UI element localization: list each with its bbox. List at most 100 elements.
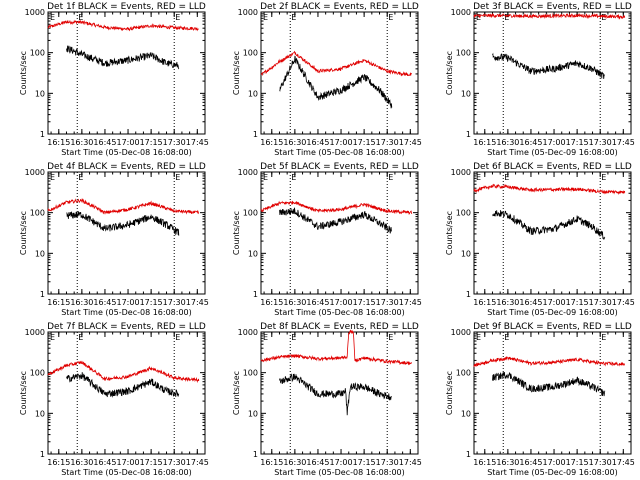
event-marker-label: E	[175, 333, 180, 342]
y-axis-label: Counts/sec	[445, 211, 454, 255]
lld-series-line	[473, 183, 626, 195]
panel-title: Det 7f BLACK = Events, RED = LLD	[47, 322, 206, 332]
y-tick-label: 1	[466, 290, 471, 299]
x-axis-label: Start Time (05-Dec-08 16:08:00)	[274, 148, 405, 157]
x-tick-label: 17:30	[376, 138, 399, 147]
x-tick-label: 16:15	[473, 138, 496, 147]
x-tick-label: 17:45	[399, 298, 422, 307]
y-tick-label: 1000	[451, 328, 471, 337]
events-series-line	[66, 372, 180, 398]
events-series-line	[279, 207, 392, 234]
y-axis-label: Counts/sec	[232, 211, 241, 255]
plot-frame	[473, 331, 632, 455]
plot-frame	[47, 331, 206, 455]
x-tick-label: 17:30	[163, 298, 186, 307]
y-tick-label: 10	[248, 249, 258, 258]
x-tick-label: 16:15	[260, 458, 283, 467]
x-axis-label: Start Time (05-Dec-08 16:08:00)	[61, 308, 192, 317]
x-tick-label: 17:15	[140, 138, 163, 147]
y-axis-label: Counts/sec	[445, 371, 454, 415]
x-tick-label: 17:15	[353, 458, 376, 467]
y-axis-label: Counts/sec	[19, 371, 28, 415]
events-series-line	[279, 55, 393, 109]
x-tick-label: 16:30	[283, 298, 306, 307]
x-tick-label: 17:00	[330, 458, 353, 467]
lld-series-line	[260, 329, 412, 366]
x-tick-label: 16:45	[519, 138, 542, 147]
y-axis-label: Counts/sec	[232, 371, 241, 415]
y-axis-label: Counts/sec	[19, 211, 28, 255]
panel-title: Det 8f BLACK = Events, RED = LLD	[260, 322, 419, 332]
x-tick-label: 17:30	[589, 138, 612, 147]
y-tick-label: 1	[253, 290, 258, 299]
event-marker-label: E	[504, 173, 509, 182]
x-tick-label: 16:15	[260, 298, 283, 307]
x-tick-label: 17:45	[399, 458, 422, 467]
x-tick-label: 17:00	[117, 458, 140, 467]
lld-series-line	[260, 50, 413, 77]
y-tick-label: 10	[35, 409, 45, 418]
event-marker-label: E	[388, 333, 393, 342]
panel-title: Det 6f BLACK = Events, RED = LLD	[473, 162, 632, 172]
x-tick-label: 17:00	[117, 138, 140, 147]
x-tick-label: 16:15	[473, 458, 496, 467]
plot-frame	[260, 331, 419, 455]
x-axis-label: Start Time (05-Dec-08 16:08:00)	[274, 468, 405, 477]
y-tick-label: 10	[248, 89, 258, 98]
events-series-line	[492, 371, 606, 397]
event-marker-label: E	[504, 333, 509, 342]
plot-frame	[47, 11, 206, 135]
y-tick-label: 10	[35, 89, 45, 98]
x-tick-label: 17:00	[117, 298, 140, 307]
y-tick-label: 1	[253, 130, 258, 139]
x-axis-label: Start Time (05-Dec-08 16:08:00)	[61, 468, 192, 477]
y-tick-label: 1	[253, 450, 258, 459]
y-tick-label: 100	[30, 209, 45, 218]
event-marker-label: E	[78, 333, 83, 342]
event-marker-label: E	[291, 13, 296, 22]
panel-3: Det 3f BLACK = Events, RED = LLD 1 10 100 10…	[445, 2, 635, 157]
y-tick-label: 1	[466, 130, 471, 139]
event-marker-label: E	[388, 173, 393, 182]
panel-6: Det 6f BLACK = Events, RED = LLD 1 10 100 10…	[445, 162, 635, 317]
x-axis-label: Start Time (05-Dec-09 16:08:00)	[487, 468, 618, 477]
events-series-line	[492, 52, 606, 79]
y-tick-label: 100	[456, 49, 471, 58]
y-tick-label: 1	[40, 130, 45, 139]
corner-marker-label: E	[50, 13, 55, 22]
x-tick-label: 16:15	[47, 298, 70, 307]
x-tick-label: 16:30	[70, 298, 93, 307]
y-axis-label: Counts/sec	[445, 51, 454, 95]
lld-series-line	[47, 19, 199, 32]
y-tick-label: 10	[248, 409, 258, 418]
x-tick-label: 17:30	[589, 298, 612, 307]
panel-title: Det 1f BLACK = Events, RED = LLD	[47, 2, 206, 12]
x-tick-label: 17:45	[186, 138, 209, 147]
y-tick-label: 1000	[451, 8, 471, 17]
lld-series-line	[47, 197, 200, 215]
y-tick-label: 100	[456, 369, 471, 378]
y-tick-label: 100	[243, 49, 258, 58]
y-tick-label: 100	[30, 369, 45, 378]
corner-marker-label: E	[50, 333, 55, 342]
x-tick-label: 17:45	[186, 458, 209, 467]
x-tick-label: 17:15	[566, 458, 589, 467]
event-marker-label: E	[78, 13, 83, 22]
x-tick-label: 16:15	[260, 138, 283, 147]
x-tick-label: 17:15	[140, 298, 163, 307]
events-series-line	[66, 211, 180, 236]
y-tick-label: 100	[30, 49, 45, 58]
x-tick-label: 16:45	[306, 138, 329, 147]
panel-title: Det 3f BLACK = Events, RED = LLD	[473, 2, 632, 12]
x-tick-label: 17:30	[163, 458, 186, 467]
event-marker-label: E	[175, 173, 180, 182]
panel-2: Det 2f BLACK = Events, RED = LLD 1 10 100 10…	[232, 2, 422, 157]
x-tick-label: 17:45	[612, 138, 635, 147]
y-tick-label: 1000	[25, 168, 45, 177]
x-axis-label: Start Time (05-Dec-09 16:08:00)	[487, 148, 618, 157]
plot-frame	[47, 171, 206, 295]
panel-1: Det 1f BLACK = Events, RED = LLD 1 10 100 10…	[19, 2, 209, 157]
plot-frame	[473, 11, 632, 135]
lld-series-line	[47, 360, 200, 383]
